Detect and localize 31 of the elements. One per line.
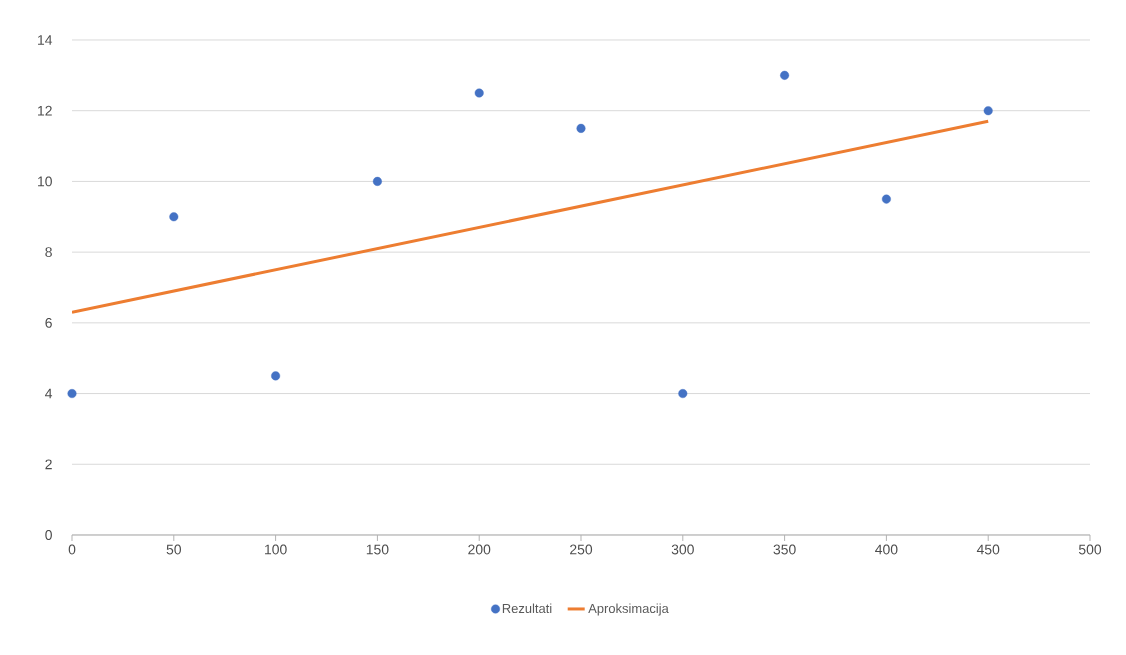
- point: [271, 371, 281, 381]
- legend-label: Rezultati: [502, 603, 552, 614]
- legend-label: Aproksimacija: [588, 603, 669, 616]
- y-tick-label: 10: [38, 176, 52, 187]
- point: [678, 389, 688, 399]
- point: [372, 176, 382, 186]
- x-tick-label: 150: [366, 544, 389, 555]
- x-tick-label: 0: [68, 544, 76, 555]
- point: [983, 106, 993, 116]
- point: [67, 389, 77, 399]
- x-tick-label: 250: [570, 544, 593, 555]
- point: [474, 88, 484, 98]
- x-tick-label: 500: [1078, 544, 1102, 555]
- x-tick-label: 450: [976, 544, 1000, 555]
- y-tick-label: 12: [38, 105, 52, 116]
- y-tick-label: 2: [45, 459, 52, 470]
- y-tick-label: 6: [45, 317, 52, 328]
- x-tick-label: 200: [468, 544, 491, 555]
- x-tick-label: 100: [265, 544, 287, 555]
- y-tick-label: 8: [45, 247, 52, 258]
- y-tick-label: 4: [45, 388, 53, 399]
- x-tick-label: 350: [773, 544, 796, 555]
- x-tick-label: 50: [166, 544, 182, 555]
- y-tick-label: 14: [38, 35, 53, 45]
- x-tick-label: 300: [671, 544, 694, 555]
- point: [881, 194, 891, 204]
- point: [576, 123, 586, 133]
- point: [780, 70, 790, 80]
- point: [169, 212, 179, 222]
- y-tick-label: 0: [45, 530, 52, 540]
- x-tick-label: 400: [875, 544, 898, 555]
